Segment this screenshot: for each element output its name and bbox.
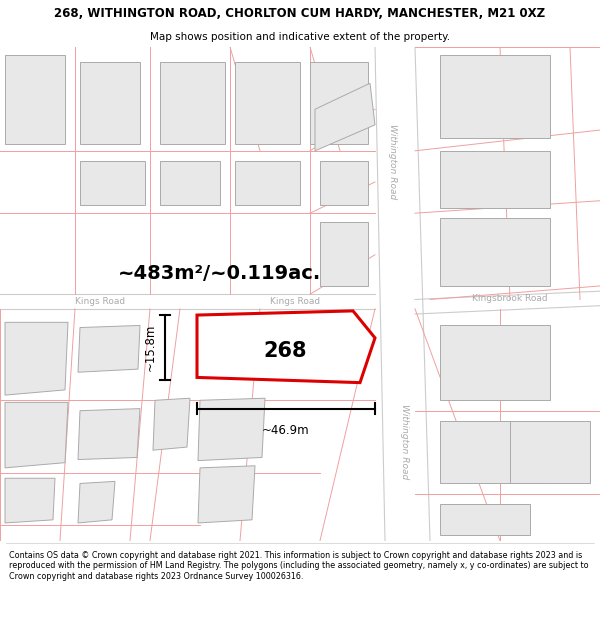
Bar [310,62,368,144]
Bar [160,62,225,144]
Polygon shape [5,322,68,395]
Text: Withington Road: Withington Road [389,124,398,199]
Text: Kingsbrook Road: Kingsbrook Road [472,294,548,303]
Bar [440,151,550,208]
Bar [80,62,140,144]
Bar [440,326,550,400]
Polygon shape [153,398,190,450]
Text: Withington Road: Withington Road [401,404,409,479]
Polygon shape [78,481,115,523]
Text: Kings Road: Kings Road [270,297,320,306]
Text: 268, WITHINGTON ROAD, CHORLTON CUM HARDY, MANCHESTER, M21 0XZ: 268, WITHINGTON ROAD, CHORLTON CUM HARDY… [55,7,545,19]
Bar [160,161,220,205]
Polygon shape [5,478,55,523]
Text: Kings Road: Kings Road [75,297,125,306]
Polygon shape [198,466,255,523]
Polygon shape [78,409,140,459]
Bar [235,161,300,205]
Bar [80,161,145,205]
Bar [235,62,300,144]
Polygon shape [315,83,375,151]
Bar [5,55,65,144]
Text: Contains OS data © Crown copyright and database right 2021. This information is : Contains OS data © Crown copyright and d… [9,551,589,581]
Polygon shape [198,398,265,461]
Text: Map shows position and indicative extent of the property.: Map shows position and indicative extent… [150,31,450,41]
Text: ~483m²/~0.119ac.: ~483m²/~0.119ac. [118,264,322,283]
Bar [320,221,368,286]
Bar [440,421,550,484]
Bar [440,55,550,138]
Text: 268: 268 [263,341,307,361]
Polygon shape [5,402,68,468]
Polygon shape [78,326,140,372]
Bar [510,421,590,484]
Polygon shape [197,311,375,382]
Bar [320,161,368,205]
Bar [440,504,530,536]
Text: ~15.8m: ~15.8m [144,324,157,371]
Text: ~46.9m: ~46.9m [262,424,310,438]
Bar [440,218,550,286]
